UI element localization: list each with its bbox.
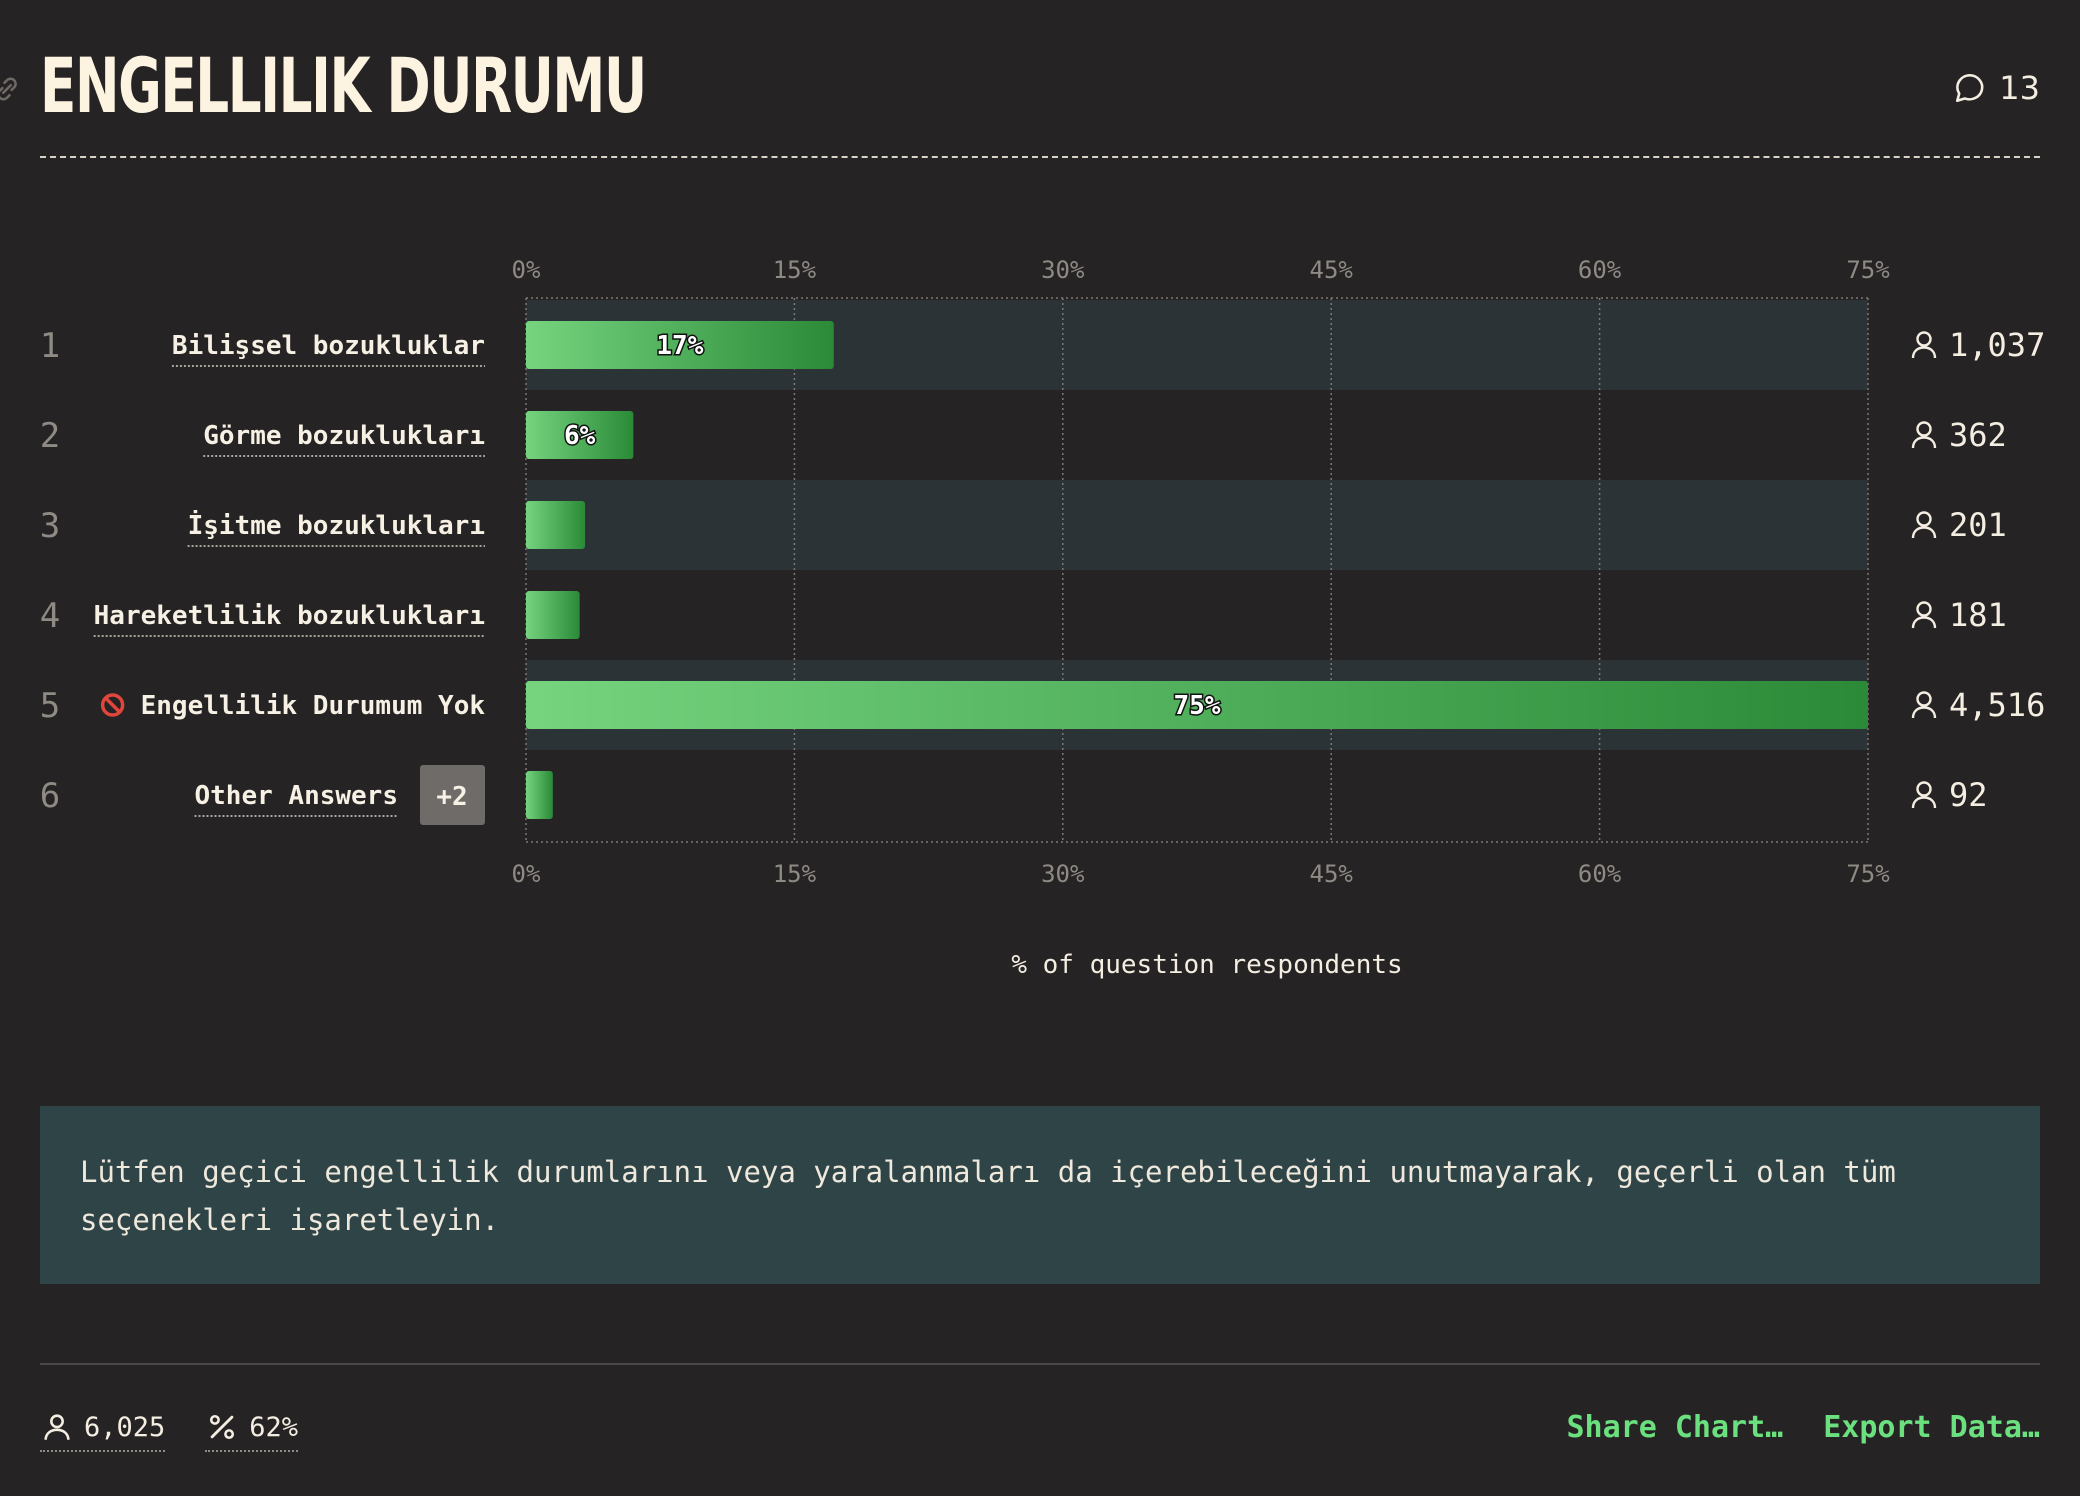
x-tick-label-top: 15% bbox=[773, 256, 817, 284]
person-icon-head bbox=[1918, 783, 1931, 796]
x-tick-label-bottom: 60% bbox=[1578, 860, 1622, 888]
category-label: Bilişsel bozukluklar bbox=[172, 331, 485, 361]
percent-value: 62% bbox=[249, 1412, 298, 1443]
rank-number: 3 bbox=[40, 506, 60, 546]
rank-number: 1 bbox=[40, 326, 60, 366]
category-label: Engellilik Durumum Yok bbox=[141, 691, 486, 721]
category-label: Other Answers bbox=[195, 781, 399, 811]
x-tick-label-bottom: 0% bbox=[512, 860, 541, 888]
person-icon-body bbox=[1913, 618, 1935, 629]
chart-title: ENGELLILIK DURUMU bbox=[40, 38, 646, 134]
no-entry-icon-slash bbox=[106, 698, 120, 712]
x-tick-label-bottom: 75% bbox=[1846, 860, 1890, 888]
respondent-count: 4,516 bbox=[1949, 686, 2045, 724]
footer-stats: 6,025 62% bbox=[40, 1410, 298, 1452]
x-tick-label-bottom: 45% bbox=[1310, 860, 1354, 888]
person-icon-body bbox=[1913, 438, 1935, 449]
person-icon-head bbox=[1918, 333, 1931, 346]
more-answers-badge-text: +2 bbox=[436, 782, 467, 812]
x-tick-label-bottom: 15% bbox=[773, 860, 817, 888]
person-icon bbox=[1913, 513, 1935, 539]
category-label: Görme bozuklukları bbox=[203, 421, 485, 451]
header-divider bbox=[40, 156, 2040, 158]
person-icon bbox=[40, 1410, 74, 1444]
x-tick-label-top: 75% bbox=[1846, 256, 1890, 284]
share-chart-button[interactable]: Share Chart… bbox=[1567, 1410, 1784, 1445]
respondent-count: 181 bbox=[1949, 596, 2007, 634]
row-band bbox=[526, 480, 1868, 570]
person-icon-body bbox=[1913, 348, 1935, 359]
comment-icon bbox=[1953, 71, 1987, 105]
person-icon bbox=[1913, 693, 1935, 719]
percent-stat[interactable]: 62% bbox=[205, 1410, 298, 1452]
footer-actions: Share Chart… Export Data… bbox=[1567, 1410, 2041, 1445]
respondent-count: 201 bbox=[1949, 506, 2007, 544]
respondent-count: 1,037 bbox=[1949, 326, 2045, 364]
person-icon-head bbox=[1918, 693, 1931, 706]
x-axis-label: % of question respondents bbox=[1011, 950, 1402, 980]
person-icon-body bbox=[1913, 528, 1935, 539]
question-description: Lütfen geçici engellilik durumlarını vey… bbox=[40, 1106, 2040, 1284]
bar-value-label: 75% bbox=[1174, 691, 1221, 721]
x-tick-label-top: 0% bbox=[512, 256, 541, 284]
link-icon[interactable] bbox=[0, 74, 22, 104]
bar bbox=[526, 771, 553, 819]
person-icon-body bbox=[1913, 798, 1935, 809]
rank-number: 2 bbox=[40, 416, 60, 456]
percent-icon bbox=[205, 1410, 239, 1444]
respondent-count: 362 bbox=[1949, 416, 2007, 454]
person-icon bbox=[1913, 423, 1935, 449]
rank-number: 4 bbox=[40, 596, 60, 636]
person-icon bbox=[1913, 783, 1935, 809]
bar-value-label: 6% bbox=[564, 421, 596, 451]
x-tick-label-top: 45% bbox=[1310, 256, 1354, 284]
person-icon bbox=[1913, 603, 1935, 629]
x-tick-label-bottom: 30% bbox=[1041, 860, 1085, 888]
respondents-stat[interactable]: 6,025 bbox=[40, 1410, 165, 1452]
rank-number: 6 bbox=[40, 776, 60, 816]
person-icon-head bbox=[1918, 513, 1931, 526]
person-icon-body bbox=[1913, 708, 1935, 719]
bar-value-label: 17% bbox=[656, 331, 703, 361]
respondents-count: 6,025 bbox=[84, 1412, 165, 1443]
category-label: Hareketlilik bozuklukları bbox=[94, 601, 485, 631]
person-icon bbox=[1913, 333, 1935, 359]
bar bbox=[526, 501, 585, 549]
person-icon-head bbox=[1918, 603, 1931, 616]
comments-button[interactable]: 13 bbox=[1953, 66, 2040, 110]
category-label: İşitme bozuklukları bbox=[188, 509, 485, 541]
rank-number: 5 bbox=[40, 686, 60, 726]
comment-count: 13 bbox=[1999, 69, 2040, 107]
x-tick-label-top: 30% bbox=[1041, 256, 1085, 284]
no-entry-icon bbox=[103, 695, 123, 715]
x-tick-label-top: 60% bbox=[1578, 256, 1622, 284]
export-data-button[interactable]: Export Data… bbox=[1823, 1410, 2040, 1445]
bar bbox=[526, 591, 580, 639]
respondent-count: 92 bbox=[1949, 776, 1988, 814]
footer-divider bbox=[40, 1363, 2040, 1365]
bar-chart: 0% 0% 15% 15% 30% 30% 45% 45% 60% 60% 75% 75% 17% 1 Bi… bbox=[0, 230, 2080, 1010]
person-icon-head bbox=[1918, 423, 1931, 436]
